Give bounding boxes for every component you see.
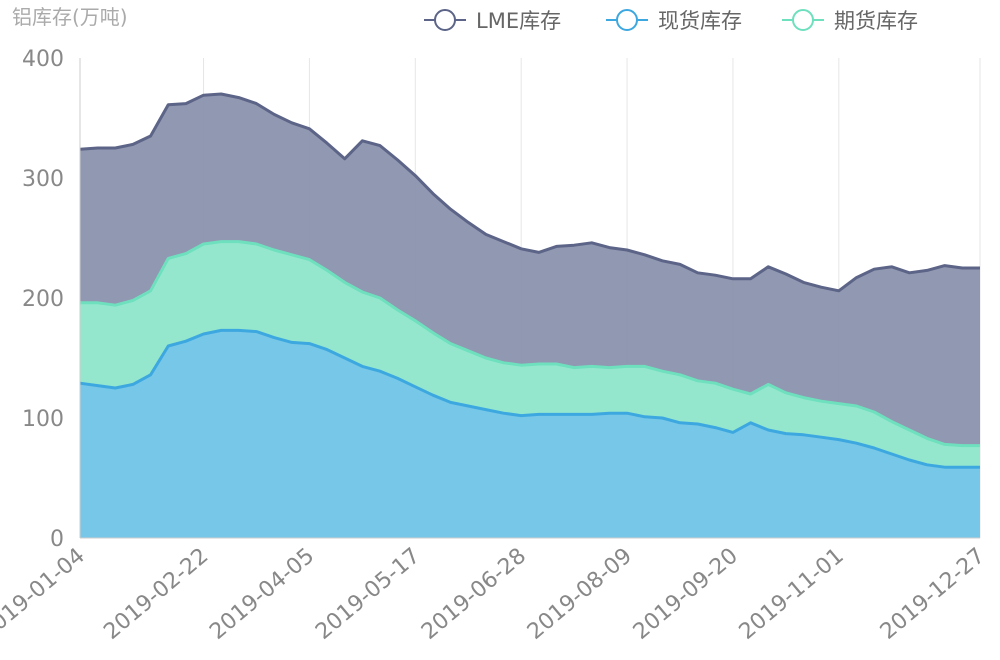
series-line-2 xyxy=(80,240,980,448)
y-tick-label: 200 xyxy=(22,287,64,312)
legend-circle-icon xyxy=(792,9,814,31)
legend-label: 现货库存 xyxy=(658,9,742,33)
x-tick-label: 2019-11-01 xyxy=(735,543,849,644)
x-tick-label: 2019-09-20 xyxy=(629,543,743,644)
legend-label: LME库存 xyxy=(476,9,561,33)
x-tick-label: 2019-12-27 xyxy=(876,543,990,644)
legend-item-2[interactable]: 期货库存 xyxy=(782,9,918,33)
legend-item-0[interactable]: LME库存 xyxy=(424,9,561,33)
legend-item-1[interactable]: 现货库存 xyxy=(606,9,742,33)
legend-circle-icon xyxy=(616,9,638,31)
line-layer xyxy=(79,92,980,469)
x-tick-label: 2019-01-04 xyxy=(0,543,90,644)
x-tick-label: 2019-04-05 xyxy=(205,543,319,644)
legend-label: 期货库存 xyxy=(834,9,918,33)
x-tick-label: 2019-06-28 xyxy=(417,543,531,644)
legend-circle-icon xyxy=(434,9,456,31)
area-1 xyxy=(80,330,980,538)
x-tick-label: 2019-08-09 xyxy=(523,543,637,644)
legend[interactable]: LME库存 现货库存 期货库存 xyxy=(424,9,918,33)
y-tick-label: 300 xyxy=(22,167,64,192)
y-tick-label: 400 xyxy=(22,47,64,72)
series-line-1 xyxy=(79,328,980,469)
series-line-0 xyxy=(79,92,980,293)
area-layer xyxy=(80,94,980,538)
y-tick-label: 0 xyxy=(50,527,64,552)
y-tick-label: 100 xyxy=(22,407,64,432)
x-tick-label: 2019-02-22 xyxy=(99,543,213,644)
unit-label: 铝库存(万吨) xyxy=(12,5,128,29)
x-tick-label: 2019-05-17 xyxy=(311,543,425,644)
